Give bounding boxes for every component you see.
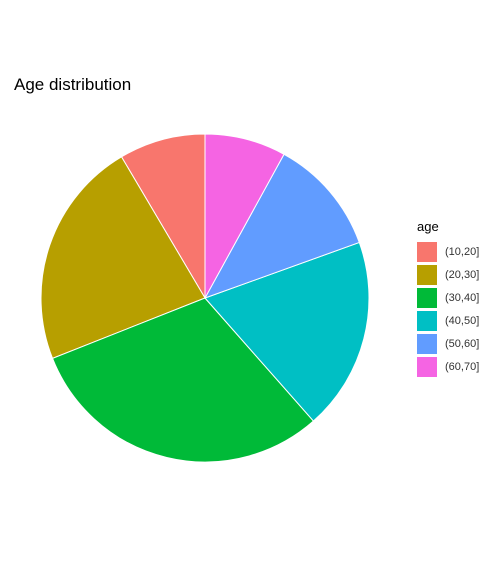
legend-label: (30,40] (445, 291, 480, 304)
pie-slice-4 (204, 241, 370, 422)
legend-items: (10,20] (20,30] (30,40] (40,50] (50,60] (60,7… (417, 240, 479, 378)
legend-swatch (417, 356, 437, 377)
legend-swatch (417, 241, 437, 262)
pie-slice-3 (51, 297, 315, 463)
pie-slices (40, 133, 370, 463)
legend-label: (60,70] (445, 360, 480, 373)
legend-label: (50,60] (445, 337, 480, 350)
legend-item: (40,50] (417, 309, 479, 332)
pie-slice-5 (203, 153, 360, 299)
pie-slice-6 (204, 133, 285, 299)
pie-slice-1 (120, 133, 206, 300)
legend-item: (10,20] (417, 240, 479, 263)
legend-title: age (417, 219, 439, 234)
legend-swatch (417, 310, 437, 331)
legend-item: (60,70] (417, 355, 479, 378)
legend-swatch (417, 287, 437, 308)
legend-label: (20,30] (445, 268, 480, 281)
legend-label: (40,50] (445, 314, 480, 327)
legend-swatch (417, 333, 437, 354)
pie-slice-2 (40, 156, 206, 360)
legend-item: (20,30] (417, 263, 479, 286)
legend-item: (50,60] (417, 332, 479, 355)
legend-swatch (417, 264, 437, 285)
legend-item: (30,40] (417, 286, 479, 309)
chart-title: Age distribution (14, 75, 132, 94)
legend-label: (10,20] (445, 245, 480, 258)
legend: age (10,20] (20,30] (30,40] (40,50] (50,60](… (417, 219, 479, 378)
